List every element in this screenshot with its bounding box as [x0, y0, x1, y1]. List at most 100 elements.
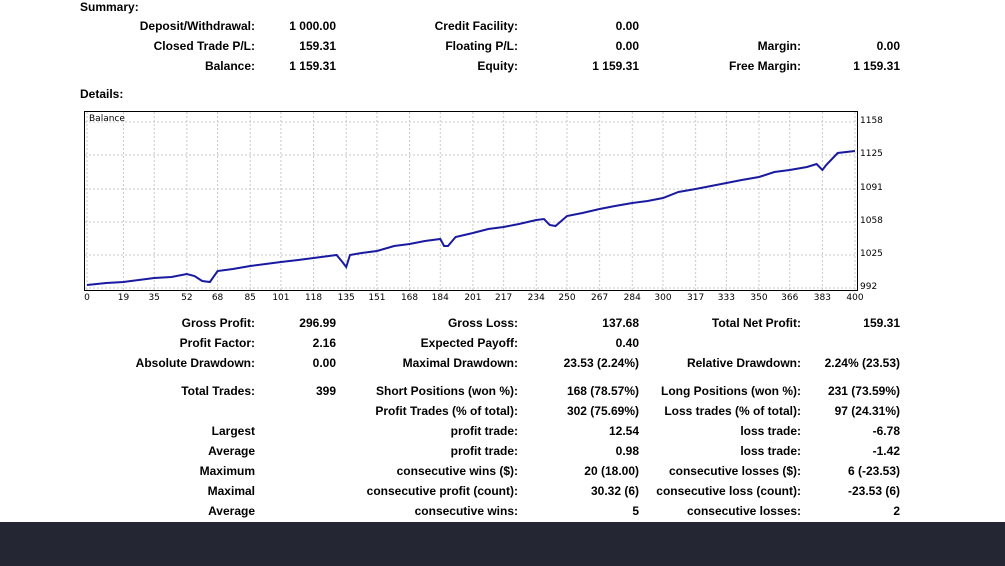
x-tick-label: 201: [464, 293, 482, 303]
max-consecutive-wins-value: 20 (18.00): [584, 464, 639, 478]
average-consecutive-label: Average: [208, 504, 255, 518]
relative-drawdown-value: 2.24% (23.53): [824, 356, 900, 370]
largest-profit-value: 12.54: [608, 424, 639, 438]
average-profit-value: 0.98: [615, 444, 639, 458]
free-margin-value: 1 159.31: [853, 59, 900, 73]
x-tick-label: 250: [558, 293, 576, 303]
profit-factor-value: 2.16: [312, 336, 336, 350]
x-tick-label: 101: [272, 293, 290, 303]
balance-value: 1 159.31: [289, 59, 336, 73]
x-tick-label: 267: [591, 293, 609, 303]
profit-trades-label: Profit Trades (% of total):: [375, 404, 518, 418]
max-consecutive-wins-label: consecutive wins ($):: [396, 464, 518, 478]
expected-payoff-value: 0.40: [615, 336, 639, 350]
maximal-label: Maximal: [207, 484, 255, 498]
y-tick-label: 1091: [860, 183, 883, 193]
closed-pl-value: 159.31: [299, 39, 336, 53]
taskbar: [0, 522, 1005, 566]
details-title: Details:: [80, 87, 124, 101]
balance-label: Balance:: [204, 59, 255, 73]
largest-loss-label: loss trade:: [740, 424, 801, 438]
margin-value: 0.00: [876, 39, 900, 53]
average-loss-label: loss trade:: [740, 444, 801, 458]
balance-chart-plot: [85, 112, 857, 290]
loss-trades-value: 97 (24.31%): [834, 404, 900, 418]
equity-label: Equity:: [477, 59, 518, 73]
largest-profit-label: profit trade:: [450, 424, 518, 438]
long-positions-label: Long Positions (won %):: [661, 384, 801, 398]
x-tick-label: 135: [337, 293, 355, 303]
total-trades-label: Total Trades:: [181, 384, 255, 398]
average-profit-label: profit trade:: [450, 444, 518, 458]
x-tick-label: 151: [368, 293, 386, 303]
x-tick-label: 35: [148, 293, 160, 303]
total-trades-value: 399: [315, 384, 336, 398]
max-consecutive-losses-value: 6 (-23.53): [847, 464, 900, 478]
gross-profit-value: 296.99: [299, 316, 336, 330]
x-tick-label: 118: [304, 293, 323, 303]
relative-drawdown-label: Relative Drawdown:: [686, 356, 801, 370]
summary-title: Summary:: [80, 0, 139, 14]
net-profit-label: Total Net Profit:: [711, 316, 801, 330]
x-tick-label: 217: [495, 293, 513, 303]
short-positions-label: Short Positions (won %):: [376, 384, 518, 398]
credit-label: Credit Facility:: [434, 19, 518, 33]
x-tick-label: 350: [750, 293, 768, 303]
closed-pl-label: Closed Trade P/L:: [153, 39, 255, 53]
expected-payoff-label: Expected Payoff:: [420, 336, 518, 350]
absolute-drawdown-label: Absolute Drawdown:: [135, 356, 255, 370]
deposit-value: 1 000.00: [289, 19, 336, 33]
maximal-drawdown-value: 23.53 (2.24%): [563, 356, 639, 370]
y-tick-label: 1058: [860, 216, 883, 226]
profit-factor-label: Profit Factor:: [179, 336, 255, 350]
free-margin-label: Free Margin:: [728, 59, 801, 73]
deposit-label: Deposit/Withdrawal:: [139, 19, 255, 33]
x-tick-label: 234: [527, 293, 545, 303]
x-tick-label: 168: [400, 293, 419, 303]
x-tick-label: 383: [813, 293, 831, 303]
gross-profit-label: Gross Profit:: [181, 316, 255, 330]
x-tick-label: 68: [211, 293, 224, 303]
chart-legend-balance: Balance: [89, 114, 125, 124]
absolute-drawdown-value: 0.00: [312, 356, 336, 370]
chart-grid: [85, 112, 857, 290]
y-tick-label: 1025: [860, 249, 883, 259]
maximal-consecutive-profit-label: consecutive profit (count):: [366, 484, 518, 498]
maximal-consecutive-profit-value: 30.32 (6): [590, 484, 639, 498]
avg-consecutive-wins-label: consecutive wins:: [414, 504, 518, 518]
y-tick-label: 1158: [860, 116, 883, 126]
y-tick-label: 992: [860, 282, 878, 292]
credit-value: 0.00: [615, 19, 639, 33]
x-tick-label: 184: [431, 293, 449, 303]
y-tick-label: 1125: [860, 149, 883, 159]
maximal-consecutive-loss-label: consecutive loss (count):: [656, 484, 801, 498]
equity-value: 1 159.31: [592, 59, 639, 73]
average-label: Average: [208, 444, 255, 458]
short-positions-value: 168 (78.57%): [566, 384, 639, 398]
floating-pl-value: 0.00: [615, 39, 639, 53]
floating-pl-label: Floating P/L:: [445, 39, 518, 53]
balance-series-line: [86, 150, 856, 286]
strategy-tester-report: Summary: Deposit/Withdrawal: 1 000.00 Cr…: [80, 0, 900, 518]
balance-chart: Balance: [84, 111, 858, 291]
avg-consecutive-losses-value: 2: [893, 504, 900, 518]
long-positions-value: 231 (73.59%): [827, 384, 900, 398]
x-tick-label: 0: [84, 293, 90, 303]
net-profit-value: 159.31: [863, 316, 900, 330]
margin-label: Margin:: [757, 39, 801, 53]
gross-loss-label: Gross Loss:: [447, 316, 518, 330]
x-tick-label: 52: [181, 293, 193, 303]
x-tick-label: 85: [244, 293, 256, 303]
maximal-consecutive-loss-value: -23.53 (6): [847, 484, 900, 498]
avg-consecutive-losses-label: consecutive losses:: [686, 504, 801, 518]
average-loss-value: -1.42: [872, 444, 900, 458]
x-tick-label: 19: [117, 293, 130, 303]
profit-trades-value: 302 (75.69%): [566, 404, 639, 418]
x-tick-label: 366: [781, 293, 799, 303]
largest-loss-value: -6.78: [872, 424, 900, 438]
largest-label: Largest: [211, 424, 255, 438]
x-tick-label: 317: [687, 293, 705, 303]
max-consecutive-losses-label: consecutive losses ($):: [668, 464, 801, 478]
maximal-drawdown-label: Maximal Drawdown:: [402, 356, 518, 370]
